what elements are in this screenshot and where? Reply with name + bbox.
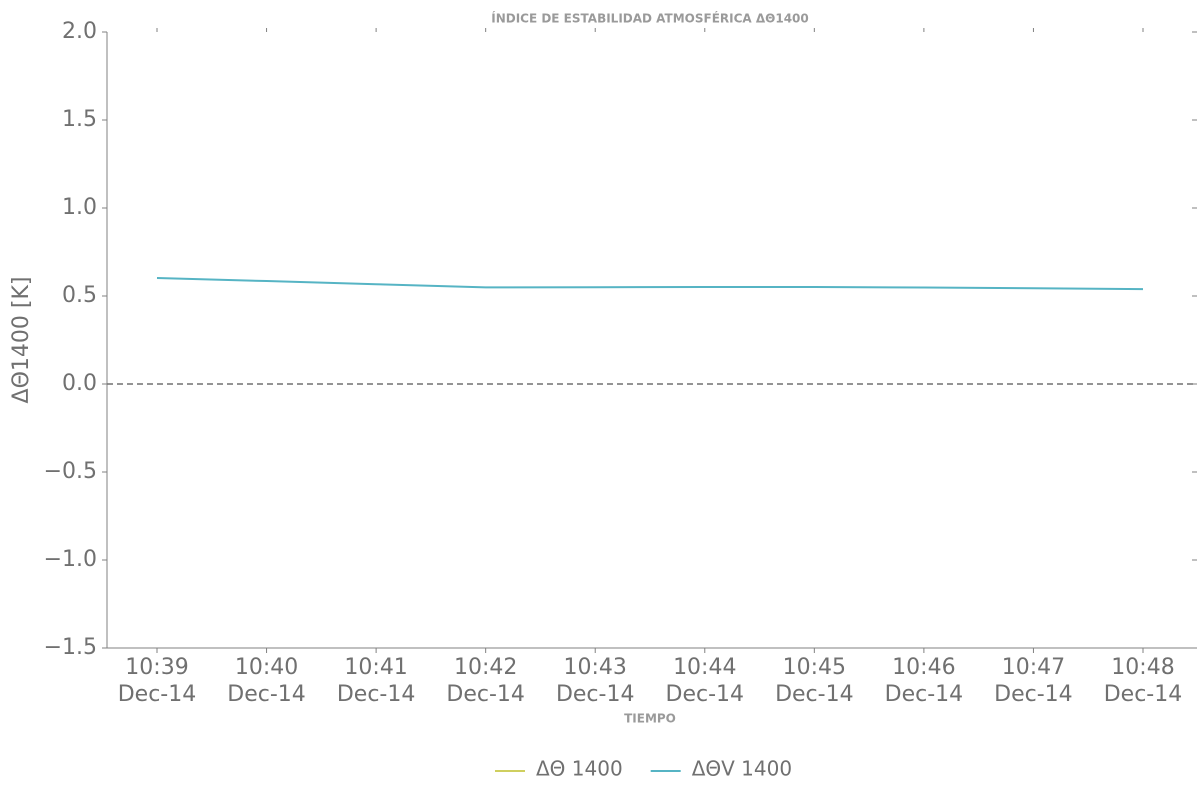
y-axis-label: ΔΘ1400 [K] [9,277,34,404]
x-tick-label: Dec-14 [885,682,964,707]
y-tick-label: −1.5 [44,635,97,660]
x-tick-label: Dec-14 [118,682,197,707]
y-tick-label: 1.5 [62,107,97,132]
x-axis-label: TIEMPO [624,712,676,726]
x-tick-label: Dec-14 [227,682,306,707]
x-tick-label: 10:44 [673,655,736,680]
y-tick-label: 0.5 [62,283,97,308]
x-tick-label: 10:43 [564,655,627,680]
x-tick-label: Dec-14 [994,682,1073,707]
x-tick-label: 10:46 [892,655,955,680]
x-tick-label: 10:41 [344,655,407,680]
legend: ΔΘ 1400 ΔΘV 1400 [495,757,792,781]
chart-title: ÍNDICE DE ESTABILIDAD ATMOSFÉRICA ΔΘ1400 [491,11,809,26]
x-tick-label: 10:42 [454,655,517,680]
x-tick-label: 10:47 [1002,655,1065,680]
x-tick-label: Dec-14 [556,682,635,707]
x-tick-label: Dec-14 [337,682,416,707]
y-tick-label: 2.0 [62,19,97,44]
series-line [156,277,1144,291]
x-tick-label: Dec-14 [666,682,745,707]
y-tick-label: 1.0 [62,195,97,220]
x-tick-label: 10:45 [783,655,846,680]
y-tick-label: 0.0 [62,371,97,396]
x-tick-label: Dec-14 [775,682,854,707]
legend-label: ΔΘV 1400 [692,757,792,781]
x-tick-label: Dec-14 [446,682,525,707]
x-tick-label: 10:40 [235,655,298,680]
y-tick-label: −0.5 [44,459,97,484]
x-tick-label: 10:48 [1111,655,1174,680]
x-tick-label: 10:39 [125,655,188,680]
y-tick-label: −1.0 [44,547,97,572]
x-tick-label: Dec-14 [1104,682,1183,707]
legend-label: ΔΘ 1400 [536,757,623,781]
